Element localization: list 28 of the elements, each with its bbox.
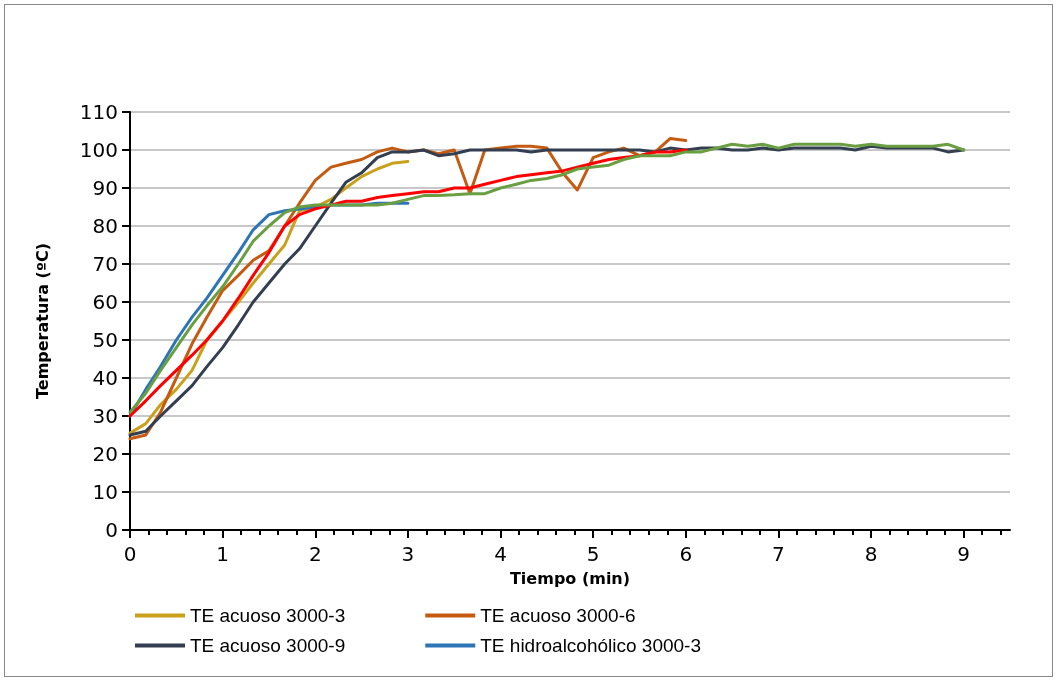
x-axis-title: Tiempo (min) [509, 568, 631, 588]
y-axis-title: Temperatura (ºC) [32, 243, 52, 399]
x-tick-label: 3 [401, 542, 415, 566]
y-tick-label: 60 [92, 290, 118, 314]
y-tick-label: 100 [79, 138, 118, 162]
x-tick-label: 5 [586, 542, 600, 566]
x-tick-label: 6 [679, 542, 693, 566]
legend-label: TE acuoso 3000-6 [480, 605, 636, 626]
legend-label: TE acuoso 3000-9 [190, 635, 346, 656]
legend-label: TE hidroalcohólico 3000-3 [480, 635, 702, 656]
y-tick-label: 50 [92, 328, 118, 352]
y-tick-label: 90 [92, 176, 118, 200]
y-tick-label: 20 [92, 442, 118, 466]
y-tick-label: 80 [92, 214, 118, 238]
x-tick-label: 1 [216, 542, 229, 566]
y-tick-label: 0 [105, 518, 118, 542]
x-tick-label: 4 [494, 542, 507, 566]
y-tick-label: 40 [92, 366, 118, 390]
x-tick-label: 2 [308, 542, 322, 566]
x-tick-label: 8 [864, 542, 878, 566]
y-tick-label: 110 [79, 100, 118, 124]
x-tick-label: 9 [957, 542, 971, 566]
legend-label: TE acuoso 3000-3 [190, 605, 346, 626]
y-tick-label: 30 [92, 404, 118, 428]
x-tick-label: 0 [123, 542, 137, 566]
y-tick-label: 10 [92, 480, 118, 504]
y-tick-label: 70 [92, 252, 118, 276]
x-tick-label: 7 [772, 542, 785, 566]
